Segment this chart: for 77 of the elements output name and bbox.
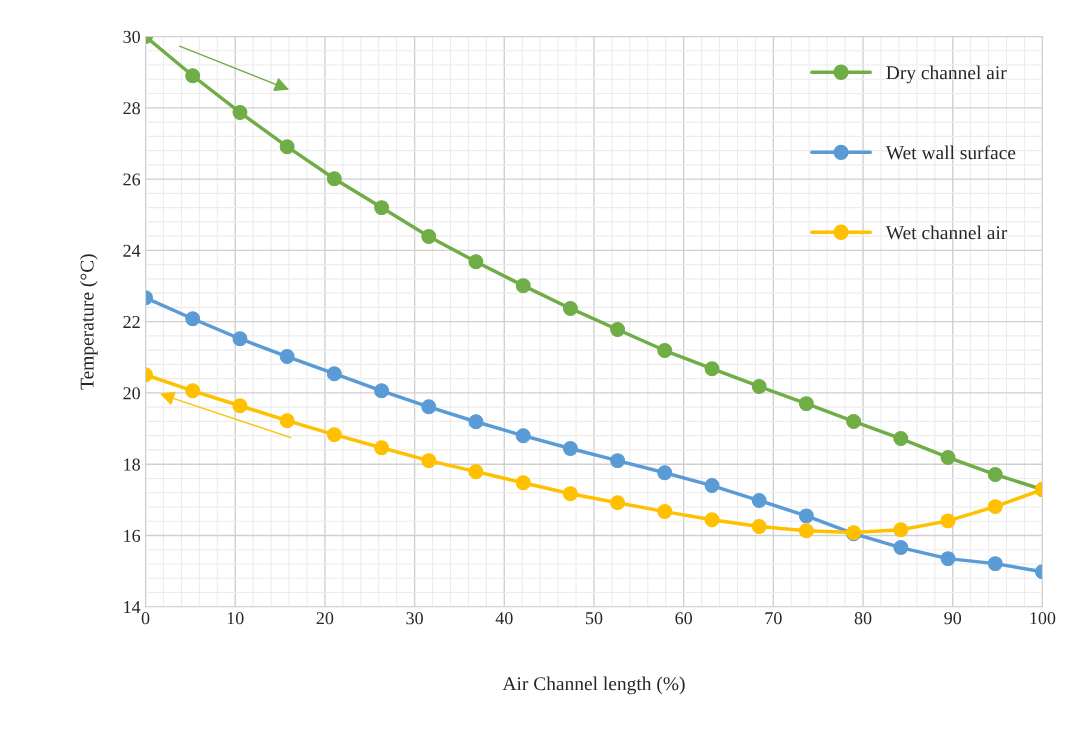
- point: [893, 540, 909, 556]
- point: [421, 399, 437, 415]
- point: [468, 254, 484, 270]
- point: [940, 449, 956, 465]
- point: [326, 427, 342, 443]
- point: [704, 361, 720, 377]
- point: [798, 508, 814, 524]
- point: [185, 311, 201, 327]
- point: [751, 493, 767, 508]
- point: [326, 366, 342, 382]
- point: [374, 383, 390, 399]
- y-tick-label: 24: [123, 244, 141, 257]
- point: [421, 229, 437, 244]
- point: [421, 453, 437, 469]
- point: [185, 68, 201, 84]
- x-tick-label: 20: [316, 612, 334, 625]
- x-axis-title: Air Channel length (%): [502, 676, 685, 695]
- x-tick-label: 40: [495, 612, 513, 625]
- point: [987, 467, 1003, 482]
- point: [751, 379, 767, 394]
- point: [846, 413, 862, 429]
- point: [987, 499, 1003, 515]
- point: [515, 428, 531, 444]
- point: [515, 278, 531, 294]
- y-tick-label: 14: [124, 601, 141, 613]
- point: [987, 556, 1003, 572]
- y-tick-label: 18: [124, 458, 140, 471]
- y-tick-label: 20: [123, 387, 140, 400]
- x-tick-label: 80: [854, 612, 872, 625]
- x-tick-label: 50: [586, 612, 603, 625]
- point: [657, 465, 673, 481]
- point: [610, 495, 626, 511]
- point: [893, 431, 909, 446]
- point: [562, 300, 578, 316]
- point: [940, 513, 956, 529]
- y-tick-label: 30: [123, 30, 140, 43]
- point: [610, 453, 626, 469]
- point: [704, 512, 720, 528]
- point: [326, 171, 342, 187]
- point: [279, 413, 295, 429]
- x-tick-label: 10: [227, 612, 244, 625]
- x-tick-label: 90: [944, 612, 962, 625]
- point: [893, 522, 909, 538]
- point: [610, 322, 626, 337]
- point: [798, 523, 814, 539]
- x-tick-label: 0: [141, 612, 150, 625]
- x-tick-label: 70: [765, 612, 782, 625]
- point: [232, 331, 248, 347]
- y-tick-label: 16: [124, 529, 141, 542]
- point: [279, 349, 295, 365]
- x-tick-label: 60: [675, 612, 693, 625]
- y-tick-label: 26: [123, 173, 141, 186]
- point: [940, 551, 956, 567]
- point: [468, 464, 484, 480]
- x-tick-label: 100: [1030, 612, 1056, 625]
- point: [562, 441, 578, 456]
- legend-label: Wet channel air: [885, 225, 1008, 240]
- point: [704, 478, 720, 494]
- point: [185, 383, 201, 399]
- point: [657, 504, 673, 520]
- point: [279, 139, 295, 155]
- y-axis-title: Temperature (°C): [79, 254, 98, 390]
- point: [515, 475, 531, 491]
- point: [468, 414, 484, 430]
- point: [374, 440, 390, 456]
- x-tick-label: 30: [406, 612, 423, 625]
- point: [657, 343, 673, 358]
- y-tick-label: 22: [123, 315, 140, 328]
- point: [798, 396, 814, 412]
- point: [751, 519, 767, 535]
- point: [232, 104, 248, 120]
- point: [562, 486, 578, 502]
- point: [232, 398, 248, 414]
- legend-label: Dry channel air: [886, 65, 1007, 84]
- legend-label: Wet wall surface: [885, 145, 1016, 160]
- point: [374, 200, 390, 216]
- y-tick-label: 28: [123, 102, 140, 115]
